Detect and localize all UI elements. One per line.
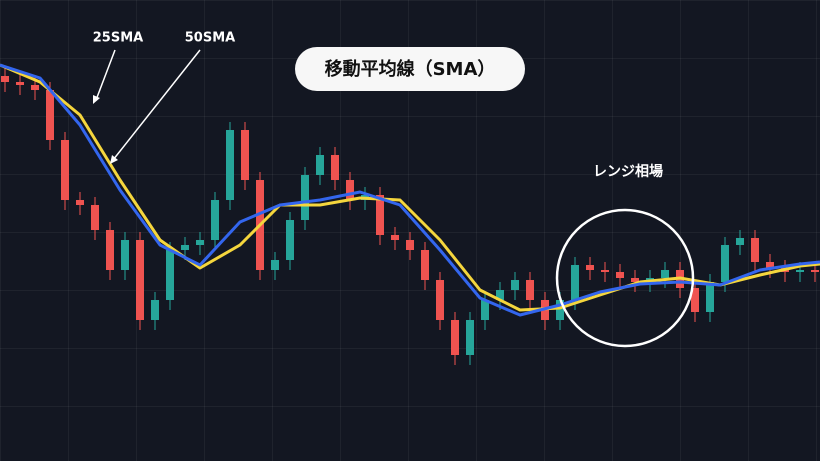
arrow bbox=[112, 49, 201, 161]
candle-body bbox=[466, 320, 474, 355]
candle-body bbox=[616, 272, 624, 278]
candle-body bbox=[736, 238, 744, 245]
candle-body bbox=[316, 155, 324, 175]
annotation: レンジ相場 bbox=[593, 163, 663, 180]
candle-body bbox=[346, 180, 354, 200]
range-circle bbox=[555, 208, 695, 348]
candle-body bbox=[166, 250, 174, 300]
candle-body bbox=[91, 205, 99, 230]
candle-body bbox=[1, 76, 9, 82]
candle-body bbox=[181, 245, 189, 250]
candle-body bbox=[61, 140, 69, 200]
sma-line bbox=[0, 63, 820, 312]
candle-body bbox=[601, 270, 609, 272]
candle-body bbox=[121, 240, 129, 270]
candle-body bbox=[331, 155, 339, 180]
candle-body bbox=[661, 270, 669, 278]
sma-line bbox=[0, 63, 820, 317]
candle-body bbox=[301, 175, 309, 220]
candle-body bbox=[421, 250, 429, 280]
candle-body bbox=[631, 278, 639, 282]
candle-body bbox=[406, 240, 414, 250]
plot bbox=[0, 63, 820, 365]
candle-body bbox=[436, 280, 444, 320]
annotation: 25SMA bbox=[93, 31, 143, 46]
candle-body bbox=[106, 230, 114, 270]
candle-body bbox=[496, 290, 504, 300]
candle-body bbox=[211, 200, 219, 240]
arrow bbox=[95, 49, 116, 101]
candle-body bbox=[271, 260, 279, 270]
candle-body bbox=[391, 235, 399, 240]
arrow-head bbox=[110, 155, 118, 164]
candle-body bbox=[241, 130, 249, 180]
candle-body bbox=[196, 240, 204, 245]
chart-title: 移動平均線（SMA） bbox=[325, 58, 496, 80]
candle-body bbox=[766, 262, 774, 268]
candle-body bbox=[481, 300, 489, 320]
candle-body bbox=[751, 238, 759, 262]
candle-body bbox=[31, 85, 39, 90]
candle-body bbox=[136, 240, 144, 320]
candle-body bbox=[796, 270, 804, 272]
candle-body bbox=[16, 82, 24, 85]
candle-body bbox=[226, 130, 234, 200]
candle-body bbox=[706, 282, 714, 312]
arrow-head bbox=[93, 95, 100, 104]
title-pill bbox=[295, 47, 525, 91]
candle-body bbox=[511, 280, 519, 290]
candle-body bbox=[151, 300, 159, 320]
candle-body bbox=[691, 288, 699, 312]
candle-body bbox=[286, 220, 294, 260]
annotation: 50SMA bbox=[185, 31, 235, 46]
candle-body bbox=[586, 265, 594, 270]
candle-body bbox=[76, 200, 84, 205]
candle-body bbox=[376, 195, 384, 235]
candle-body bbox=[556, 300, 564, 320]
candle-body bbox=[451, 320, 459, 355]
candle-body bbox=[46, 90, 54, 140]
candle-body bbox=[571, 265, 579, 300]
candle-body bbox=[721, 245, 729, 282]
candle-body bbox=[811, 270, 819, 272]
candle-body bbox=[526, 280, 534, 300]
